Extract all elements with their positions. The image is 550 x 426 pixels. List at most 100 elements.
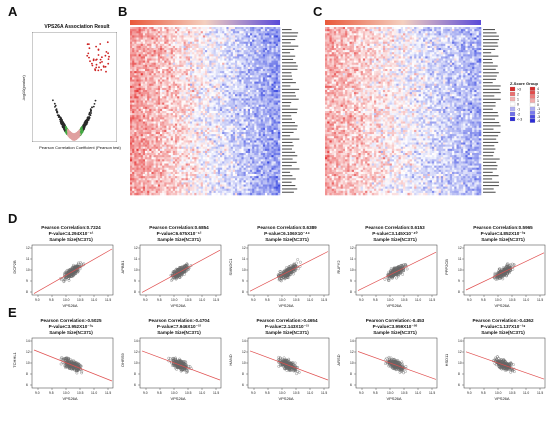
scatter-ytick: 12 [350,246,354,250]
scatter-point [496,355,499,359]
scatter-point [288,271,292,275]
volcano-point [58,115,61,118]
scatter-ytick: 12 [26,246,30,250]
scatter-point [67,279,71,282]
scatter-ylabel: TCHHL1 [12,352,17,368]
volcano-point [99,58,102,61]
scatter-point [384,362,387,365]
legend-zscore-swatch [509,101,516,107]
scatter-xtick: 10.5 [401,391,408,395]
scatter-ytick: 14 [134,339,138,343]
scatter-point [390,358,394,361]
scatter-point [283,359,287,363]
scatter-xtick: 10.0 [279,298,286,302]
scatter-point [283,367,286,371]
scatter-panel: Pearson Correlation:0.6153 P-value=3.145X… [336,225,440,313]
volcano-point [69,135,71,137]
scatter-xtick: 10.5 [401,298,408,302]
scatter-xtick: 9.5 [481,391,486,395]
scatter-xlabel: VPS26A [170,396,186,401]
scatter-plot: 6 8 10 12 14 9.0 9.5 10.0 10.5 11.0 11.5 [242,337,330,395]
scatter-xtick: 9.5 [49,391,54,395]
scatter-point [498,270,502,274]
volcano-point [105,70,107,73]
scatter-point [284,364,288,368]
scatter-point [395,276,398,280]
scatter-ytick: 14 [26,339,30,343]
volcano-point [107,52,109,55]
scatter-point [69,268,73,272]
volcano-point [54,104,57,107]
scatter-point [383,277,387,281]
scatter-xtick: 9.5 [49,298,54,302]
volcano-point [56,111,59,114]
scatter-point [505,263,509,267]
scatter-ytick: 9 [350,279,352,283]
volcano-point [99,43,102,45]
scatter-point [402,371,405,375]
scatter-point [280,363,284,367]
scatter-point [398,371,402,374]
volcano-point [97,54,100,56]
volcano-point [94,69,97,72]
scatter-point [511,369,515,373]
scatter-ytick: 12 [458,246,462,250]
volcano-point [91,106,93,109]
scatter-xtick: 11.5 [105,298,111,302]
volcano-point [65,125,67,128]
volcano-point [108,55,110,58]
volcano-point [56,110,58,113]
scatter-point [494,278,498,281]
scatter-point [64,276,68,280]
scatter-xtick: 9.5 [265,391,270,395]
scatter-ytick: 14 [350,339,354,343]
scatter-point [168,357,172,361]
scatter-stat-p: P-value=4.852X10⁻³⁸ [480,231,526,236]
scatter-ylabel: RUFY2 [336,260,341,274]
scatter-point [388,277,391,280]
scatter-point [176,361,180,364]
scatter-point [284,358,287,362]
volcano-point [89,110,92,113]
scatter-point [281,276,285,279]
legend-zscore-swatch [509,96,516,102]
scatter-xtick: 9.0 [467,298,472,302]
scatter-xtick: 10.0 [387,298,394,302]
volcano-point [104,65,107,68]
scatter-point [180,360,184,363]
scatter-ytick: 8 [242,290,244,294]
scatter-point [69,273,72,276]
volcano-point [97,48,100,51]
scatter-plot: 6 8 10 12 14 9.0 9.5 10.0 10.5 11.0 11.5 [134,337,222,395]
scatter-ytick: 10 [134,268,138,272]
scatter-xtick: 10.0 [495,298,502,302]
scatter-xtick: 10.5 [509,391,516,395]
scatter-point [175,365,178,369]
scatter-xlabel: VPS26A [278,396,294,401]
volcano-point [97,69,100,72]
regression-line [141,249,221,293]
scatter-point [59,277,63,280]
scatter-point [401,265,405,269]
scatter-stat-title: Pearson Correlation:0.6854 [149,225,209,230]
scatter-point [287,274,291,277]
scatter-point [66,363,70,367]
scatter-point [184,263,188,267]
scatter-point [501,277,505,281]
scatter-panel: Pearson Correlation:0.6389 P-value=6.106X… [228,225,332,313]
scatter-stat-p: P-value=6.675X10⁻⁵² [156,231,202,236]
scatter-ylabel: DCP2B [12,260,17,274]
scatter-xlabel: VPS26A [170,303,186,308]
scatter-plot: 8 9 10 11 12 9.0 9.5 10.0 10.5 11.0 11.5 [242,244,330,302]
scatter-point [59,362,63,366]
legend-group-swatch [529,90,536,95]
scatter-stat-n: Sample Size(N=371) [373,330,417,335]
volcano-point [94,99,97,102]
scatter-point [509,361,513,364]
regression-line [357,351,437,380]
volcano-point [67,128,69,131]
scatter-point [290,266,294,269]
scatter-xlabel: VPS26A [386,396,402,401]
scatter-point [185,371,188,374]
volcano-point [99,61,102,64]
